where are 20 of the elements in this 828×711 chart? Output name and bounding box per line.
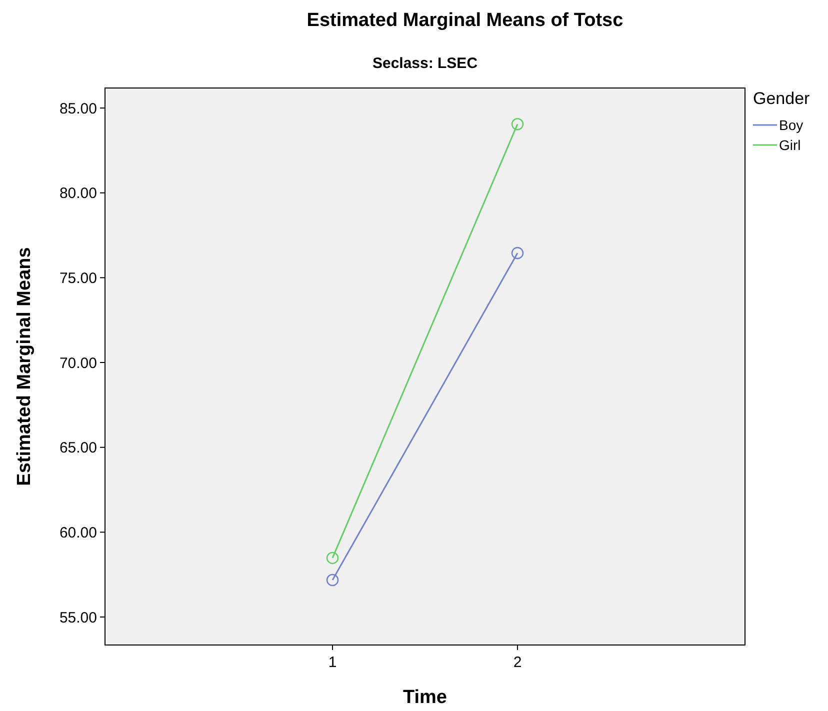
y-axis-title: Estimated Marginal Means [14, 247, 35, 486]
y-tick-label: 60.00 [59, 524, 97, 542]
chart-title: Estimated Marginal Means of Totsc [306, 10, 624, 31]
y-tick-label: 70.00 [59, 354, 97, 372]
point [511, 246, 524, 260]
legend-label: Girl [779, 136, 801, 153]
legend-title: Gender [753, 89, 810, 108]
y-tick-label: 85.00 [59, 100, 97, 118]
point [511, 118, 524, 130]
point [326, 574, 339, 586]
point [326, 552, 339, 564]
x-tick-label: 2 [513, 654, 522, 671]
legend-label: Boy [779, 116, 804, 133]
chart-subtitle: Seclass: LSEC [372, 55, 478, 72]
y-tick-label: 55.00 [59, 609, 97, 626]
y-tick-label: 75.00 [59, 270, 97, 287]
x-axis-title: Time [402, 687, 448, 708]
y-tick-label: 80.00 [59, 185, 97, 202]
y-tick-label: 65.00 [59, 440, 97, 457]
x-tick-label: 1 [328, 654, 337, 671]
